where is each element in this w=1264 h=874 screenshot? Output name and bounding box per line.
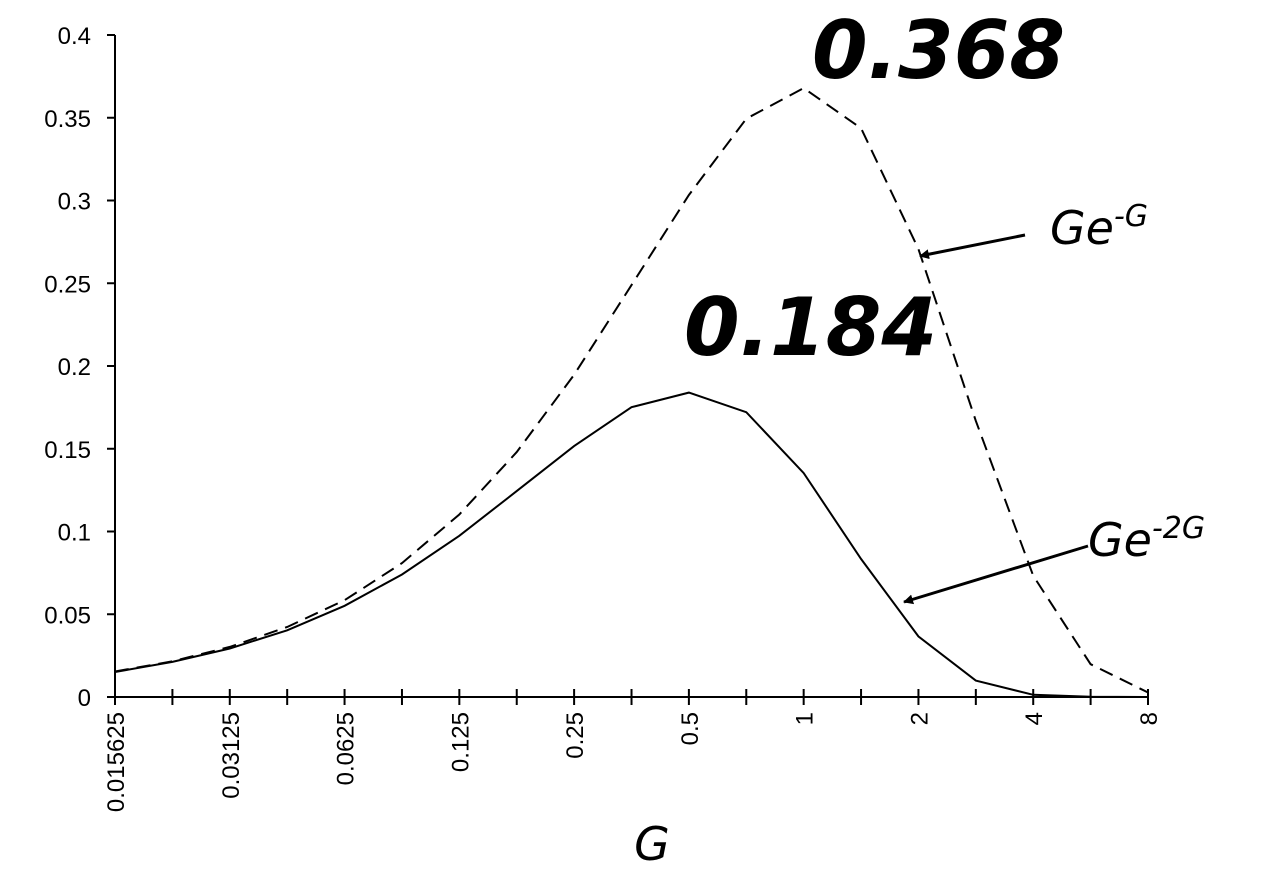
x-tick-label: 8 — [1136, 712, 1163, 725]
annotation-layer: 0.368 0.184 Ge-G Ge-2G G — [634, 4, 1205, 871]
series-label-dashed: Ge-G — [1050, 199, 1148, 255]
axes: 0 0.05 0.1 0.15 0.2 0.25 0.3 0.35 0.4 0.015625 0.0… — [44, 23, 1163, 812]
y-tick-label: 0.15 — [44, 437, 91, 464]
x-axis-title: G — [634, 817, 670, 871]
series-label-solid-base: Ge — [1088, 513, 1152, 567]
series-line-solid — [114, 391, 1149, 698]
series-label-solid-sup: -2G — [1152, 511, 1205, 546]
series-layer — [114, 86, 1149, 698]
peak-label-solid: 0.184 — [684, 281, 937, 374]
series-label-solid: Ge-2G — [1088, 511, 1205, 567]
y-tick-label: 0.4 — [58, 23, 91, 50]
peak-label-dashed: 0.368 — [812, 4, 1065, 97]
x-tick-label: 0.25 — [562, 712, 589, 759]
arrow-solid — [903, 544, 1089, 605]
y-tick-label: 0.25 — [44, 271, 91, 298]
y-tick-label: 0.3 — [58, 189, 91, 216]
x-tick-label: 0.03125 — [218, 712, 245, 799]
series-label-dashed-base: Ge — [1050, 201, 1114, 255]
x-tick-label: 0.0625 — [333, 712, 360, 785]
arrow-dashed — [919, 233, 1026, 260]
y-tick-label: 0 — [78, 685, 91, 712]
x-tick-label: 4 — [1021, 712, 1048, 725]
series-label-dashed-sup: -G — [1114, 199, 1148, 234]
x-tick-label: 2 — [906, 712, 933, 725]
series-line-dashed — [114, 86, 1149, 694]
x-tick-label: 0.5 — [677, 712, 704, 745]
y-tick-label: 0.05 — [44, 602, 91, 629]
y-tick-label: 0.2 — [58, 354, 91, 381]
y-tick-label: 0.1 — [58, 520, 91, 547]
x-tick-label: 0.125 — [447, 712, 474, 772]
x-tick-label: 1 — [792, 712, 819, 725]
y-tick-label: 0.35 — [44, 106, 91, 133]
x-tick-label: 0.015625 — [103, 712, 130, 812]
